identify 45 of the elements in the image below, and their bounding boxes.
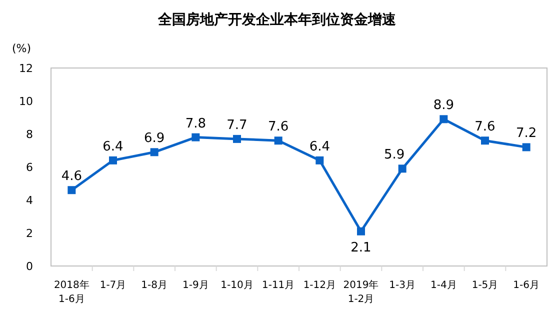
data-label: 7.8 <box>185 116 206 132</box>
data-label: 5.9 <box>384 148 405 163</box>
data-label: 4.6 <box>61 169 82 184</box>
x-tick-label: 1-3月 <box>389 280 416 291</box>
x-tick-label: 1-4月 <box>430 280 457 291</box>
point <box>192 133 200 142</box>
chart-title: 全国房地产开发企业本年到位资金增速 <box>157 11 397 28</box>
data-label: 6.4 <box>309 139 330 154</box>
y-tick-label: 12 <box>19 62 33 75</box>
point <box>398 164 406 173</box>
data-label: 2.1 <box>350 240 372 256</box>
point <box>481 136 489 145</box>
y-tick-label: 10 <box>19 95 33 108</box>
data-label: 8.9 <box>433 98 454 114</box>
y-tick-label: 8 <box>26 128 33 141</box>
x-tick-label: 1-10月 <box>220 280 254 291</box>
x-tick-label: 1-5月 <box>472 280 498 291</box>
point <box>522 143 530 152</box>
point <box>68 186 76 194</box>
x-tick-label: 2018年 1-6月 <box>54 279 90 305</box>
data-label: 6.4 <box>102 139 124 154</box>
y-tick-label: 4 <box>26 194 33 207</box>
data-label: 7.6 <box>268 120 289 135</box>
x-tick-label: 1-12月 <box>303 280 336 291</box>
y-tick-label: 2 <box>26 227 33 240</box>
x-tick-label: 1-11月 <box>262 280 295 291</box>
x-tick-label: 2019年 1-2月 <box>343 279 379 305</box>
y-tick-label: 0 <box>26 260 33 273</box>
x-tick-label: 1-6月 <box>513 280 540 291</box>
point <box>357 227 365 236</box>
point <box>440 115 448 124</box>
data-label: 7.2 <box>516 126 537 142</box>
x-tick-label: 1-9月 <box>182 280 209 291</box>
point <box>150 148 158 156</box>
x-tick-label: 1-8月 <box>141 280 168 291</box>
data-label: 7.7 <box>226 118 248 133</box>
y-tick-label: 6 <box>26 161 33 174</box>
point <box>109 156 117 164</box>
point <box>233 134 241 143</box>
x-tick-label: 1-7月 <box>100 280 126 291</box>
point <box>316 156 324 164</box>
y-axis-title: (%) <box>12 42 32 55</box>
data-label: 7.6 <box>474 120 496 135</box>
point <box>274 136 282 145</box>
data-label: 6.9 <box>144 131 165 146</box>
